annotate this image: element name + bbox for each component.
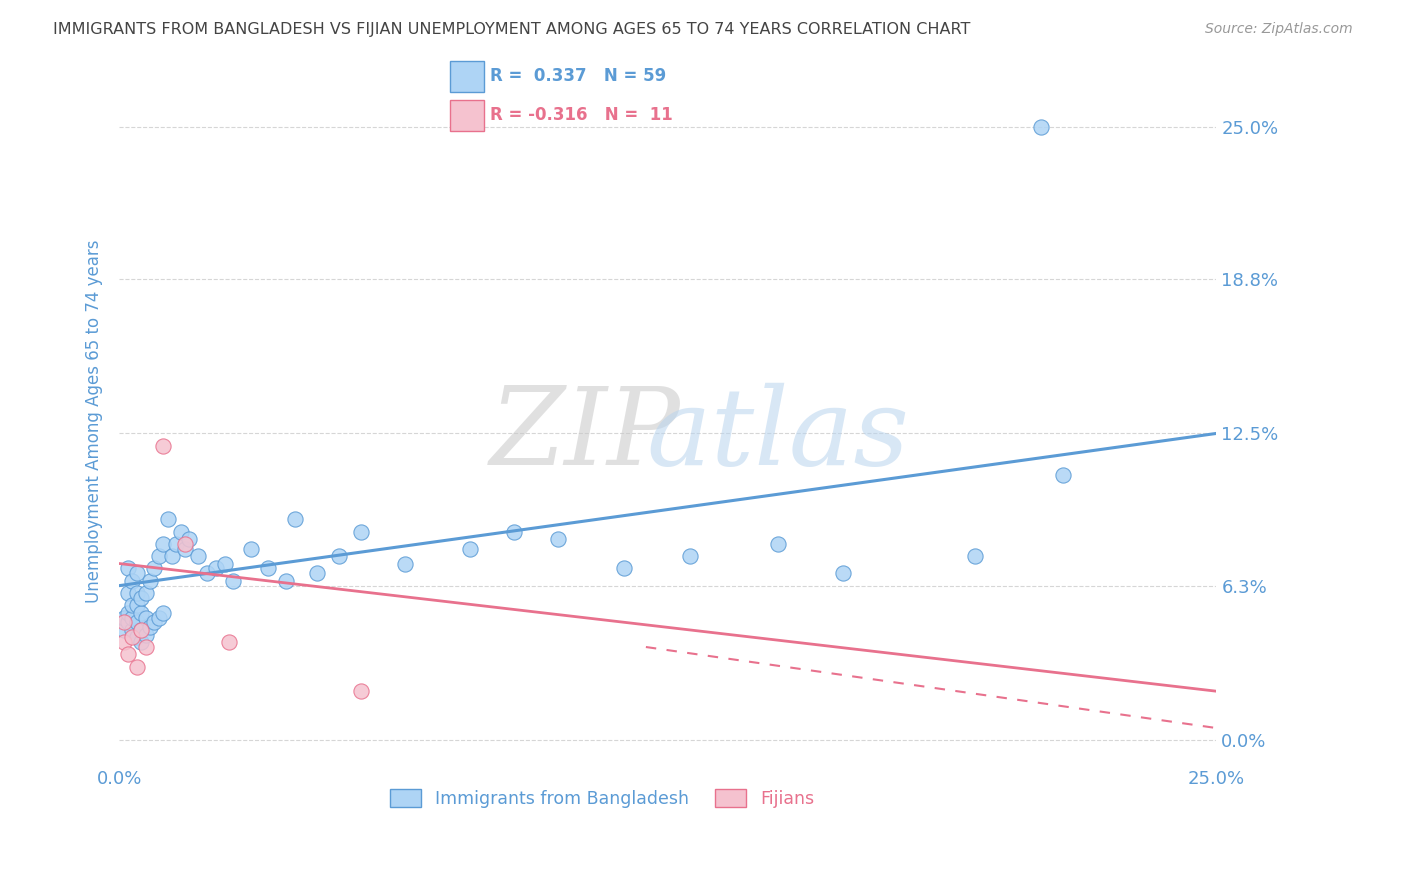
Point [139,574,162,588]
Point [117,615,139,630]
Point [503,524,526,539]
Point [214,557,236,571]
Point [117,586,139,600]
Point [328,549,350,564]
Point [117,606,139,620]
Point [222,574,245,588]
Point [152,606,174,620]
Point [766,537,789,551]
Point [129,606,152,620]
Point [112,615,135,630]
Point [218,635,240,649]
Point [547,532,569,546]
Point [135,628,157,642]
Point [143,561,166,575]
Point [112,610,135,624]
Bar [450,100,484,130]
Point [187,549,209,564]
Point [121,574,143,588]
Point [165,537,187,551]
Point [121,623,143,637]
Text: ZIP: ZIP [491,383,681,488]
Point [832,566,855,581]
Point [174,537,197,551]
Point [112,623,135,637]
Point [143,615,166,630]
Point [125,630,148,644]
Point [125,586,148,600]
Point [129,623,152,637]
Point [135,586,157,600]
Point [121,610,143,624]
Y-axis label: Unemployment Among Ages 65 to 74 years: Unemployment Among Ages 65 to 74 years [86,239,103,603]
Text: IMMIGRANTS FROM BANGLADESH VS FIJIAN UNEMPLOYMENT AMONG AGES 65 TO 74 YEARS CORR: IMMIGRANTS FROM BANGLADESH VS FIJIAN UNE… [53,22,970,37]
Point [135,610,157,624]
Point [170,524,193,539]
Point [679,549,702,564]
Point [125,599,148,613]
Point [148,549,170,564]
Point [129,635,152,649]
Point [1029,120,1052,134]
Point [284,512,307,526]
Text: atlas: atlas [645,383,910,488]
Point [125,615,148,630]
Point [129,623,152,637]
Point [112,635,135,649]
Point [117,561,139,575]
Point [129,591,152,605]
Bar [450,62,484,92]
Point [179,532,201,546]
Point [160,549,183,564]
Point [117,648,139,662]
Point [174,541,197,556]
Point [350,524,373,539]
Legend: Immigrants from Bangladesh, Fijians: Immigrants from Bangladesh, Fijians [382,782,821,814]
Point [152,537,174,551]
Point [148,610,170,624]
Point [613,561,636,575]
Point [125,566,148,581]
Point [195,566,218,581]
Point [394,557,416,571]
Point [239,541,262,556]
Point [204,561,226,575]
Text: R =  0.337   N = 59: R = 0.337 N = 59 [489,68,666,86]
Point [274,574,297,588]
Point [305,566,328,581]
Point [152,439,174,453]
Point [257,561,280,575]
Point [963,549,986,564]
Point [125,659,148,673]
Point [139,620,162,634]
Point [350,684,373,698]
Point [121,599,143,613]
Point [460,541,482,556]
Point [156,512,179,526]
Point [135,640,157,654]
Point [1052,468,1074,483]
Text: R = -0.316   N =  11: R = -0.316 N = 11 [489,106,672,124]
Point [121,630,143,644]
Text: Source: ZipAtlas.com: Source: ZipAtlas.com [1205,22,1353,37]
